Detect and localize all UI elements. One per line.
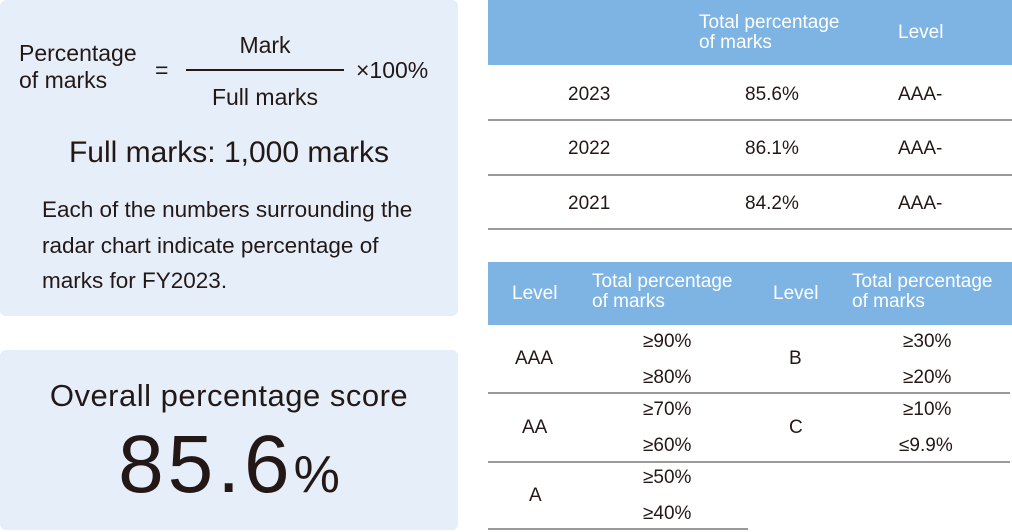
multiplier: ×100% [356,57,429,83]
score-label: Overall percentage score [49,378,409,413]
threshold-cell: ≥60% [643,435,692,456]
pct-cell: 84.2% [745,193,799,214]
header-pct-line2: of marks [852,291,925,312]
threshold-cell: ≥40% [643,503,692,524]
level-cell: AAA- [898,193,943,214]
header-pct-line2: of marks [592,291,665,312]
year-cell: 2023 [568,84,611,105]
threshold-cell: ≥50% [643,467,692,488]
level-cell: AAA- [898,84,943,105]
score-unit: % [293,446,340,504]
fraction-numerator: Mark [239,32,291,58]
threshold-cell: ≥10% [903,399,952,420]
year-cell: 2021 [568,193,611,214]
level-b: B [789,348,802,369]
threshold-cell: ≥70% [643,399,692,420]
level-c: C [789,417,803,438]
row-divider [488,174,1012,176]
row-divider [488,528,748,530]
pct-cell: 86.1% [745,138,799,159]
threshold-cell: ≥30% [903,331,952,352]
row-divider [488,392,748,394]
threshold-cell: ≤9.9% [899,435,953,456]
radar-note: Each of the numbers surrounding the rada… [42,197,413,293]
fraction-denominator: Full marks [211,84,319,110]
formula-lhs-line2: of marks [19,67,108,93]
full-marks-text: Full marks: 1,000 marks [68,136,390,169]
header-pct-line1: Total percentage [592,271,733,292]
row-divider [488,461,748,463]
year-table-header [488,0,1012,65]
year-table-header-level: Level [898,22,944,43]
level-cell: AAA- [898,138,943,159]
level-aaa: AAA [515,348,554,369]
fraction-bar [186,69,344,71]
threshold-cell: ≥20% [903,367,952,388]
formula-panel [0,0,458,316]
pct-header-left: Total percentage of marks [592,272,733,312]
formula-lhs-line1: Percentage [19,40,137,66]
threshold-cell: ≥80% [643,367,692,388]
score-number: 85.6 [118,419,294,510]
row-divider [488,228,1012,230]
level-header-left: Level [512,283,558,304]
level-aa: AA [522,417,548,438]
year-cell: 2022 [568,138,611,159]
level-a: A [529,485,542,506]
pct-cell: 85.6% [745,84,799,105]
header-pct-line2: of marks [699,32,772,53]
equals-sign: = [155,57,169,83]
row-divider [748,392,1010,394]
header-pct-line1: Total percentage [852,271,993,292]
header-pct-line1: Total percentage [699,12,840,33]
level-table-header [488,262,1012,325]
threshold-cell: ≥90% [643,331,692,352]
score-panel [0,350,458,530]
year-table-header-pct: Total percentage of marks [699,13,840,53]
pct-header-right: Total percentage of marks [852,272,993,312]
formula-lhs: Percentage of marks [19,40,137,94]
score-value: 85.6% [0,418,458,512]
level-header-right: Level [773,283,819,304]
row-divider [748,461,1010,463]
row-divider [488,119,1012,121]
